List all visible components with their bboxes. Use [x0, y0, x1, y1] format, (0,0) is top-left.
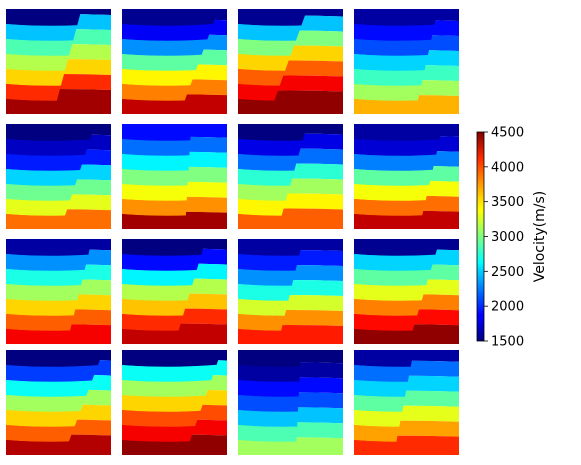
panel-1-layer-6-left	[6, 83, 82, 101]
panel-11-layer-3-left	[238, 268, 304, 286]
velocity-panel-3	[238, 9, 343, 114]
velocity-panel-11	[238, 239, 343, 344]
panel-16-layer-2-left	[354, 364, 414, 382]
panel-8-layer-1-left	[354, 124, 444, 141]
velocity-panel-2	[122, 9, 227, 114]
velocity-panel-4	[354, 9, 459, 114]
panel-8-layer-2-left	[354, 138, 444, 156]
panel-6-layer-3-left	[122, 153, 192, 171]
panel-13-layer-2-left	[6, 364, 104, 382]
velocity-panel-14	[122, 350, 227, 455]
panel-7-layer-3-left	[238, 153, 308, 171]
panel-1-layer-2-left	[6, 23, 82, 41]
velocity-panel-15	[238, 350, 343, 455]
panel-1-layer-5-left	[6, 68, 82, 86]
panel-11-layer-1-left	[238, 239, 304, 256]
velocity-panels-grid	[6, 9, 459, 455]
panel-3-layer-1-left	[238, 9, 308, 26]
panel-16-layer-3-left	[354, 379, 414, 397]
panel-8-layer-3-left	[354, 153, 444, 171]
panel-15-layer-4-left	[238, 394, 301, 412]
panel-14-layer-4-left	[122, 394, 222, 412]
panel-7-layer-4-left	[238, 168, 308, 186]
panel-13-layer-3-left	[6, 379, 104, 397]
panel-9-layer-1-left	[6, 239, 93, 256]
colorbar-tick-label: 2500	[491, 265, 524, 280]
panel-10-layer-1-left	[122, 239, 206, 256]
colorbar-ticks: 1500 2000 2500 3000 3500 4000 4500	[484, 126, 524, 350]
panel-2-layer-2-left	[122, 23, 219, 41]
panel-14-layer-1-left	[122, 350, 222, 367]
colorbar-label: Velocity(m/s)	[532, 191, 548, 283]
panel-14-layer-2-left	[122, 364, 222, 382]
panel-2-layer-1-left	[122, 9, 219, 26]
panel-6-layer-4-left	[122, 168, 192, 186]
colorbar-tick-label: 1500	[491, 335, 524, 350]
velocity-panel-13	[6, 350, 111, 455]
panel-2-layer-3-left	[122, 38, 219, 56]
panel-15-layer-1-left	[238, 350, 301, 367]
panel-6-layer-1-left	[122, 124, 192, 141]
colorbar-gradient	[476, 131, 485, 342]
velocity-panel-6	[122, 124, 227, 229]
panel-16-layer-1-left	[354, 350, 414, 367]
panel-11-layer-2-left	[238, 253, 304, 271]
panel-1-layer-3-left	[6, 38, 82, 56]
panel-6-layer-6-left	[122, 198, 192, 216]
panel-13-layer-1-left	[6, 350, 104, 367]
velocity-panel-10	[122, 239, 227, 344]
panel-7-layer-1-left	[238, 124, 308, 141]
panel-15-bottom-layer-left	[238, 442, 301, 455]
colorbar-tick-label: 3500	[491, 195, 524, 210]
panel-3-layer-2-left	[238, 23, 308, 41]
colorbar-tick-label: 3000	[491, 230, 524, 245]
velocity-panel-1	[6, 9, 111, 114]
panel-1-layer-1-left	[6, 9, 82, 26]
panel-7-layer-2-left	[238, 138, 308, 156]
colorbar: 1500 2000 2500 3000 3500 4000 4500 Velocity(m/…	[476, 126, 548, 350]
velocity-panel-9	[6, 239, 111, 344]
panel-3-layer-3-left	[238, 38, 308, 56]
velocity-panel-5	[6, 124, 111, 229]
panel-14-layer-3-left	[122, 379, 222, 397]
panel-9-layer-2-left	[6, 253, 93, 271]
colorbar-tick-label: 4500	[491, 126, 524, 141]
panel-6-bottom-layer-left	[122, 216, 192, 229]
colorbar-tick-label: 4000	[491, 160, 524, 175]
velocity-panel-12	[354, 239, 459, 344]
velocity-panel-7	[238, 124, 343, 229]
velocity-panel-8	[354, 124, 459, 229]
colorbar-tick-label: 2000	[491, 300, 524, 315]
panel-1-layer-4-left	[6, 53, 82, 71]
panel-15-layer-5-left	[238, 409, 301, 427]
panel-6-layer-2-left	[122, 138, 192, 156]
velocity-panel-16	[354, 350, 459, 455]
panel-4-layer-1-left	[354, 9, 438, 26]
panel-15-layer-6-left	[238, 424, 301, 442]
panel-6-layer-5-left	[122, 183, 192, 201]
panel-12-layer-1-left	[354, 239, 441, 256]
panel-5-layer-1-left	[6, 124, 96, 141]
panel-15-layer-2-left	[238, 364, 301, 382]
panel-5-layer-2-left	[6, 138, 96, 156]
panel-15-layer-3-left	[238, 379, 301, 397]
